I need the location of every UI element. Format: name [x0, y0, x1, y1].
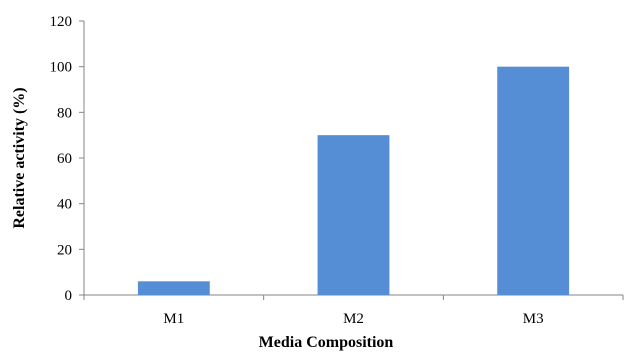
x-axis-ticks: M1 M2 M3: [83, 295, 624, 327]
y-axis-ticks: 0 20 40 60 80 100 120: [50, 14, 84, 304]
y-tick-label: 80: [57, 105, 72, 121]
y-tick-label: 100: [50, 60, 73, 76]
y-tick-label: 120: [50, 14, 73, 30]
x-tick-label: M2: [343, 311, 364, 327]
y-tick-label: 40: [57, 197, 72, 213]
y-tick-label: 0: [65, 288, 73, 304]
plot-area: [83, 21, 623, 296]
x-tick-label: M1: [163, 311, 184, 327]
y-axis-title: Relative activity (%): [11, 87, 28, 228]
x-tick-label: M3: [523, 311, 544, 327]
bar-m3: [497, 66, 570, 296]
bar-m1: [137, 281, 210, 295]
y-tick-label: 20: [57, 242, 72, 258]
y-tick-label: 60: [57, 151, 72, 167]
x-axis-title: Media Composition: [259, 334, 394, 351]
bar-m2: [317, 135, 390, 295]
